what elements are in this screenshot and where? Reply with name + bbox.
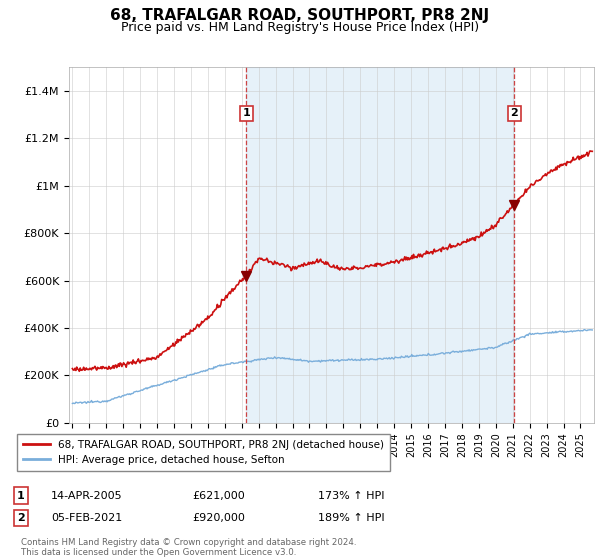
Text: £920,000: £920,000 bbox=[192, 513, 245, 523]
Text: 189% ↑ HPI: 189% ↑ HPI bbox=[318, 513, 385, 523]
Text: Price paid vs. HM Land Registry's House Price Index (HPI): Price paid vs. HM Land Registry's House … bbox=[121, 21, 479, 34]
Text: 1: 1 bbox=[17, 491, 25, 501]
Text: £621,000: £621,000 bbox=[192, 491, 245, 501]
Text: 173% ↑ HPI: 173% ↑ HPI bbox=[318, 491, 385, 501]
Bar bbox=[247, 67, 514, 423]
Text: 68, TRAFALGAR ROAD, SOUTHPORT, PR8 2NJ: 68, TRAFALGAR ROAD, SOUTHPORT, PR8 2NJ bbox=[110, 8, 490, 24]
Text: 2: 2 bbox=[511, 109, 518, 118]
Text: 14-APR-2005: 14-APR-2005 bbox=[51, 491, 122, 501]
Text: 05-FEB-2021: 05-FEB-2021 bbox=[51, 513, 122, 523]
Text: Contains HM Land Registry data © Crown copyright and database right 2024.
This d: Contains HM Land Registry data © Crown c… bbox=[21, 538, 356, 557]
Text: 1: 1 bbox=[242, 109, 250, 118]
Text: 2: 2 bbox=[17, 513, 25, 523]
Legend: 68, TRAFALGAR ROAD, SOUTHPORT, PR8 2NJ (detached house), HPI: Average price, det: 68, TRAFALGAR ROAD, SOUTHPORT, PR8 2NJ (… bbox=[17, 433, 390, 472]
